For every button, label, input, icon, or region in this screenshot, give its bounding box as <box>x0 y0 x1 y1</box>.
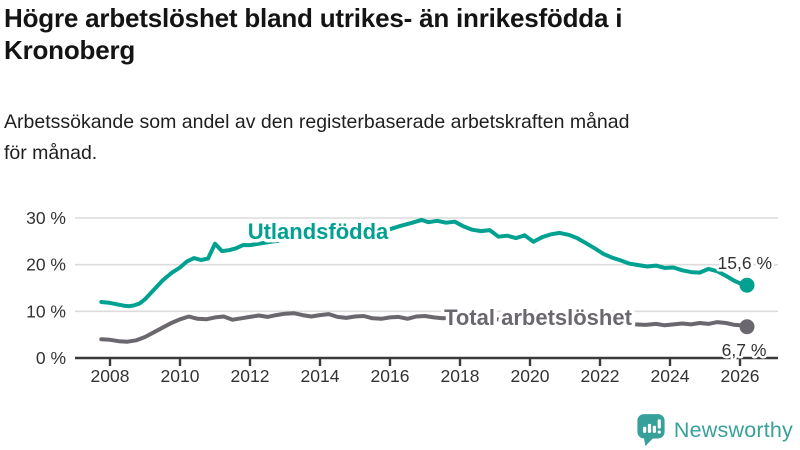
series-line-total <box>99 311 749 344</box>
x-tick-label: 2014 <box>301 366 340 386</box>
y-tick-label: 0 % <box>36 348 66 368</box>
x-tick-label: 2024 <box>651 366 690 386</box>
chart-subtitle-line-1: Arbetssökande som andel av den registerb… <box>4 111 630 133</box>
newsworthy-logo[interactable]: Newsworthy <box>636 413 793 447</box>
y-tick-label: 30 % <box>26 208 66 228</box>
x-tick-label: 2012 <box>231 366 270 386</box>
end-value-label-utlandsfodda: 15,6 % <box>718 253 772 273</box>
x-tick-label: 2016 <box>371 366 410 386</box>
x-tick-label: 2026 <box>721 366 760 386</box>
chart-title-line-2: Kronoberg <box>4 35 136 65</box>
x-tick-label: 2008 <box>91 366 130 386</box>
x-tick-label: 2022 <box>581 366 620 386</box>
x-tick-label: 2020 <box>511 366 550 386</box>
newsworthy-icon <box>637 414 665 446</box>
series-line-utlandsfodda <box>99 217 749 309</box>
end-value-label-total: 6,7 % <box>722 340 767 360</box>
y-tick-label: 10 % <box>26 301 66 321</box>
series-label-total: Total arbetslöshet <box>444 305 633 330</box>
y-tick-label: 20 % <box>26 255 66 275</box>
series-end-dot-total <box>739 319 755 335</box>
chart-title: Högre arbetslöshet bland utrikes- än inr… <box>4 2 796 66</box>
x-tick-label: 2010 <box>161 366 200 386</box>
chart-subtitle: Arbetssökande som andel av den registerb… <box>4 107 796 169</box>
chart-subtitle-line-2: för månad. <box>4 142 98 164</box>
series-end-dot-utlandsfodda <box>739 277 755 293</box>
x-tick-label: 2018 <box>441 366 480 386</box>
chart-title-line-1: Högre arbetslöshet bland utrikes- än inr… <box>4 3 623 33</box>
series-label-utlandsfodda: Utlandsfödda <box>248 219 389 244</box>
newsworthy-wordmark: Newsworthy <box>673 417 793 442</box>
